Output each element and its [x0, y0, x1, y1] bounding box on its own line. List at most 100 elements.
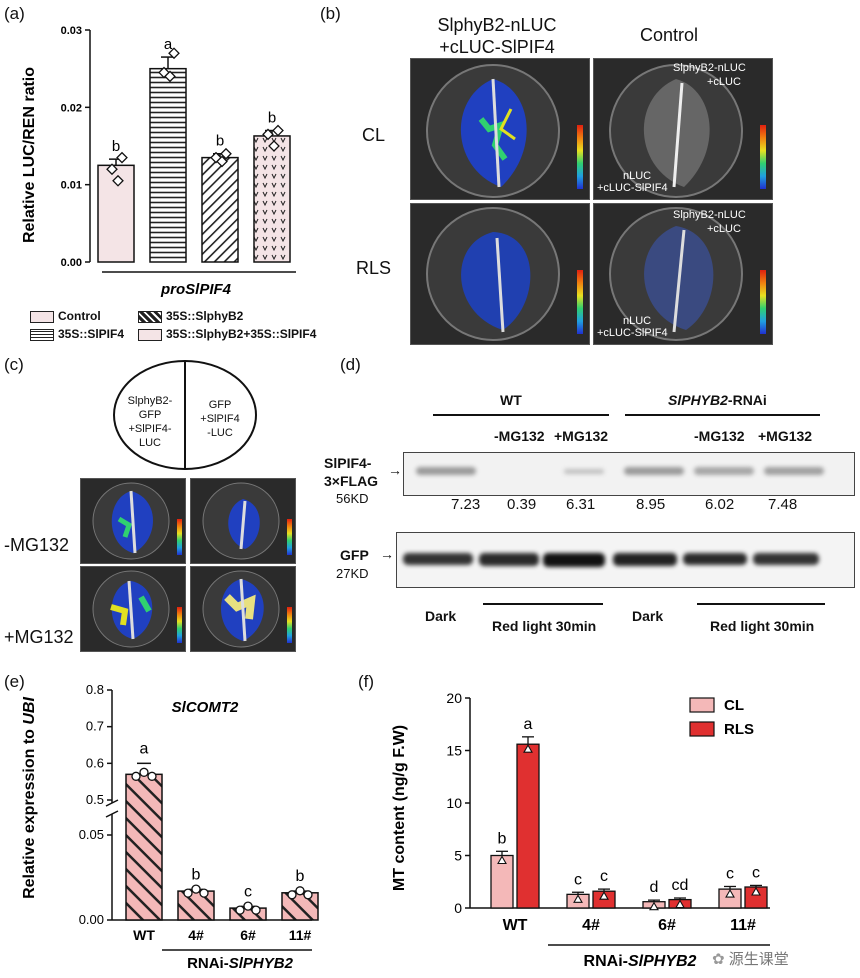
- data-point: [573, 894, 583, 903]
- dark-label-1: Dark: [425, 608, 457, 624]
- ylabel-prefix: Relative expression to: [21, 725, 38, 899]
- panel-c-row2-label: +MG132: [4, 627, 74, 647]
- data-point: [139, 767, 149, 777]
- y-tick-label: 0.00: [79, 912, 104, 927]
- panel-c-row1-label: -MG132: [4, 535, 70, 555]
- axis-break: [105, 810, 119, 818]
- legend-swatch: [689, 721, 715, 737]
- significance-letter: b: [498, 830, 507, 847]
- colorbar: [760, 125, 766, 189]
- ann-top-line1: SlphyB2-nLUC: [673, 209, 746, 221]
- x-tick-label: 11#: [289, 927, 312, 943]
- data-point: [243, 901, 253, 911]
- significance-letter: a: [524, 716, 533, 733]
- leaf-image-b-cl-test: [410, 58, 590, 200]
- band2-kd: 27KD: [336, 566, 369, 581]
- wb-rnai-suffix: -RNAi: [727, 392, 767, 408]
- group-gene: SlPHYB2: [628, 953, 697, 970]
- data-point: [675, 899, 685, 909]
- significance-letter: d: [650, 879, 659, 896]
- legend-label: RLS: [724, 721, 754, 738]
- y-tick-label: 0: [454, 900, 462, 916]
- bar: [516, 743, 540, 909]
- panel-f-chart: 0 5 10 15 20 b a WT c c 4# d cd 6# c c 11# CL RLS MT conte…: [391, 690, 770, 970]
- colorbar: [177, 519, 182, 555]
- ann-top-line2: +cLUC: [707, 223, 741, 235]
- panel-b-col2-header: Control: [640, 25, 699, 45]
- panel-b-col1-line1: SlphyB2-nLUC: [437, 15, 557, 35]
- x-tick-label: 4#: [582, 917, 600, 934]
- scheme-right-line: GFP: [208, 399, 232, 411]
- bar: [177, 890, 215, 921]
- data-point: [116, 151, 128, 164]
- band: [416, 467, 476, 475]
- y-tick-label: 0.03: [61, 25, 82, 37]
- significance-letter: b: [296, 868, 305, 885]
- significance-letter: b: [112, 138, 120, 155]
- scheme-right-line: +SlPIF4: [200, 413, 240, 425]
- band: [564, 469, 604, 474]
- wb-wt-label: WT: [500, 392, 522, 408]
- leaf-image-c-plus-control: [190, 566, 296, 652]
- panel-f-ylabel: MT content (ng/g F.W): [391, 725, 408, 891]
- x-tick-label: WT: [133, 927, 155, 943]
- legend-swatch-both: [138, 329, 162, 341]
- scheme-right-line: -LUC: [207, 427, 233, 439]
- wb-rnai-label: SlPHYB2-RNAi: [668, 392, 767, 408]
- panel-a-xlabel: proSlPIF4: [160, 281, 232, 298]
- panel-c-scheme: [113, 360, 257, 470]
- quant-2: 0.39: [507, 496, 537, 513]
- colorbar: [577, 270, 583, 334]
- blot-pif4: [403, 452, 855, 496]
- legend-label-phyb2: 35S::SlphyB2: [166, 309, 244, 323]
- group-prefix: RNAi-: [187, 955, 229, 972]
- quant-6: 7.48: [768, 496, 798, 513]
- dark-label-2: Dark: [632, 608, 664, 624]
- panel-e-chart: 0.5 0.6 0.7 0.8 0.00 0.05 a WT b 4# c 6# b 11# Relati…: [21, 682, 319, 972]
- leaf-image-c-minus-control: [190, 478, 296, 564]
- ann-bot-line1: nLUC: [623, 315, 652, 327]
- y-tick-label: 0.7: [86, 719, 104, 734]
- scheme-left-line: LUC: [138, 437, 161, 449]
- band1-label: SlPIF4- 3×FLAG: [324, 454, 378, 490]
- significance-letter: b: [268, 110, 276, 127]
- significance-letter: c: [244, 883, 252, 900]
- data-point: [183, 888, 193, 898]
- legend-swatch-pif4: [30, 329, 54, 341]
- data-point: [191, 884, 201, 894]
- quant-1: 7.23: [451, 496, 481, 513]
- data-point: [725, 888, 735, 898]
- leaf-image-c-minus-test: [80, 478, 186, 564]
- ann-bot-line2: +cLUC-SlPIF4: [597, 182, 668, 194]
- panel-e-ylabel: Relative expression to UBI: [21, 697, 38, 899]
- band2-arrow: →: [380, 546, 394, 562]
- quant-5: 6.02: [705, 496, 735, 513]
- panel-c-tag: (c): [4, 355, 24, 374]
- wt-group-line: [433, 414, 609, 416]
- data-point: [131, 771, 141, 781]
- x-tick-label: 4#: [188, 927, 204, 943]
- panel-a-legend: Control 35S::SlPIF4 35S::SlphyB2 35S::Sl…: [30, 309, 340, 351]
- y-tick-label: 10: [446, 795, 462, 811]
- significance-letter: a: [140, 740, 149, 757]
- leaf-image-b-cl-control: [593, 58, 773, 200]
- colorbar: [577, 125, 583, 189]
- panel-d-tag: (d): [340, 355, 361, 374]
- ann-top-line2: +cLUC: [707, 76, 741, 88]
- legend-label-control: Control: [58, 309, 101, 323]
- axis-break: [105, 799, 119, 807]
- x-tick-label: 11#: [730, 917, 756, 934]
- band: [403, 553, 473, 565]
- bar: [125, 773, 163, 921]
- red-line-2: [697, 603, 825, 605]
- y-tick-label: 0.01: [61, 180, 82, 192]
- data-point: [220, 147, 232, 160]
- group-prefix: RNAi-: [584, 953, 628, 970]
- data-point: [523, 744, 533, 753]
- data-point: [287, 890, 297, 900]
- quant-4: 8.95: [636, 496, 666, 513]
- scheme-left-line: +SlPIF4-: [128, 423, 172, 435]
- leaf-image-b-rls-control: [593, 203, 773, 345]
- ann-bot-line1: nLUC: [623, 170, 652, 182]
- data-point: [199, 888, 209, 898]
